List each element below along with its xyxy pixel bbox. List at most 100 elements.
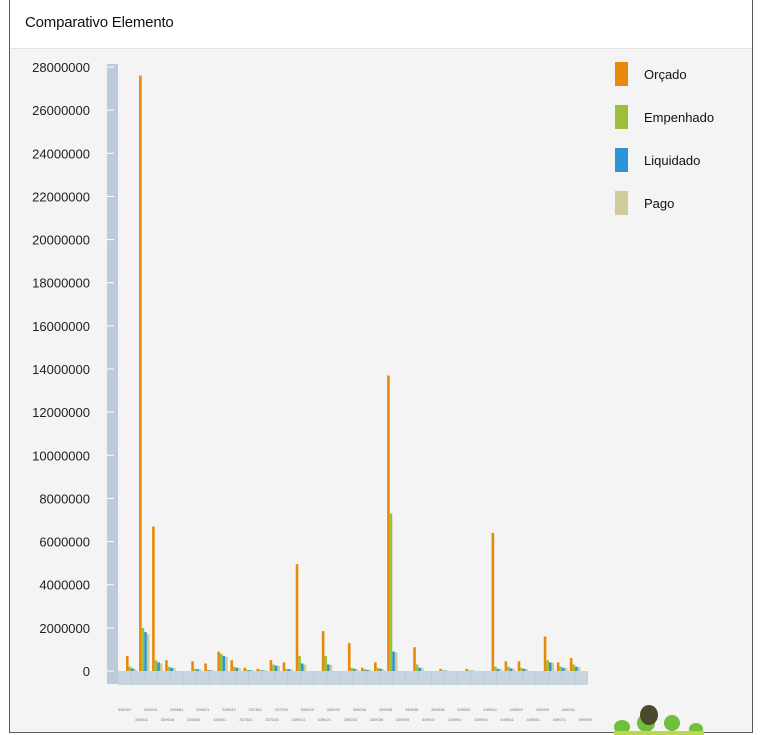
bar-orado-339001 (126, 655, 129, 671)
x-floor-tile (562, 671, 575, 685)
bar-empenhado-449090 (546, 660, 549, 671)
legend-swatch (615, 105, 628, 129)
bar-liquidado-339082 (196, 669, 200, 671)
y-tick-label: 16000000 (32, 319, 90, 334)
bar-liquidado-337335 (274, 665, 278, 671)
x-tick-label: 339047 (422, 717, 436, 722)
bar-empenhado-339014 (298, 655, 301, 671)
x-tick-label: 999999 (579, 717, 593, 722)
x-floor-tile (405, 671, 418, 685)
x-tick-label: 339016 (161, 717, 175, 722)
bar-pago-337335 (277, 666, 281, 671)
x-floor-tile (523, 671, 536, 685)
x-floor-tile (457, 671, 470, 685)
x-floor-tile (471, 671, 484, 685)
bar-liquidado-449042 (496, 668, 500, 671)
bar-orado-339016 (165, 660, 168, 671)
y-tick-label: 6000000 (39, 535, 90, 550)
bar-liquidado-339014 (300, 663, 304, 671)
y-tick-label: 28000000 (32, 60, 90, 75)
legend-swatch (615, 148, 628, 172)
x-tick-label: 449090 (536, 707, 550, 712)
bar-pago-449090 (551, 662, 555, 671)
bar-pago-337332 (264, 670, 267, 671)
y-tick-label: 22000000 (32, 189, 90, 204)
chart-panel: Comparativo Elemento 0 2000000 4000000 6000… (9, 0, 753, 733)
x-tick-label: 339082 (187, 717, 201, 722)
bar-pago-339041 (225, 656, 228, 671)
x-floor-tile (392, 671, 405, 685)
x-floor-tile (327, 671, 340, 685)
bar-empenhado-339043 (233, 666, 236, 671)
x-tick-label: 339021 (318, 717, 332, 722)
bar-liquidado-449071 (562, 667, 565, 671)
x-tick-label: 337339 (275, 707, 289, 712)
x-floor-tile (288, 671, 301, 685)
bar-empenhado-339041 (219, 653, 223, 671)
x-tick-label: 449071 (553, 717, 567, 722)
x-tick-label: 339092 (457, 707, 471, 712)
bar-empenhado-449071 (559, 666, 563, 671)
bar-pago-449051 (512, 668, 516, 671)
x-floor-tile (379, 671, 392, 685)
x-tick-label: 339048 (431, 707, 445, 712)
bar-orado-337341 (243, 667, 247, 671)
chart-title: Comparativo Elemento (25, 14, 174, 31)
bar-liquidado-339015 (157, 662, 160, 671)
x-tick-label: 339034 (353, 707, 367, 712)
y-tick-label: 26000000 (32, 103, 90, 118)
bar-empenhado-337332 (259, 669, 262, 671)
x-floor-tile (497, 671, 510, 685)
bar-orado-449042 (491, 532, 495, 671)
legend-label: Orçado (644, 67, 687, 82)
bar-pago-339034 (368, 670, 372, 671)
x-floor-tile (236, 671, 249, 685)
bar-liquidado-449090 (548, 662, 552, 671)
bar-orado-337332 (256, 668, 260, 671)
bar-empenhado-339016 (167, 666, 171, 671)
bar-empenhado-449052 (520, 667, 523, 671)
x-floor-tile (431, 671, 444, 685)
bar-orado-449051 (504, 661, 508, 671)
bar-liquidado-337341 (248, 670, 252, 671)
x-floor-tile (536, 671, 549, 685)
bar-pago-339014 (303, 664, 307, 671)
bar-empenhado-449091 (572, 664, 576, 671)
bar-liquidado-339036 (392, 651, 395, 671)
legend-swatch (615, 62, 628, 86)
bar-pago-337339 (290, 669, 294, 671)
bar-liquidado-339035 (379, 668, 382, 671)
bar-empenhado-339034 (363, 669, 367, 671)
y-tick-label: 0 (83, 664, 90, 679)
bar-empenhado-339082 (193, 668, 197, 671)
x-tick-label: 339043 (222, 707, 236, 712)
legend-label: Pago (644, 196, 674, 211)
bar-empenhado-339035 (376, 667, 380, 671)
bar-orado-339092 (465, 668, 469, 671)
bar-pago-339001 (133, 668, 137, 671)
x-floor-tile (196, 671, 209, 685)
bar-empenhado-339021 (324, 655, 328, 671)
bar-orado-337335 (269, 660, 273, 671)
bar-liquidado-449091 (575, 666, 578, 671)
bar-empenhado-337335 (272, 664, 275, 671)
bar-orado-339011 (139, 75, 142, 672)
x-tick-label: 339032 (327, 707, 341, 712)
bar-orado-339033 (347, 642, 351, 671)
bar-orado-339015 (152, 526, 155, 671)
x-floor-tile (170, 671, 183, 685)
bar-orado-449090 (543, 636, 547, 671)
x-floor-tile (510, 671, 523, 685)
bar-empenhado-339033 (350, 667, 354, 671)
x-floor-tile (144, 671, 157, 685)
bar-liquidado-337339 (287, 669, 291, 671)
bar-orado-337339 (282, 662, 286, 671)
x-tick-label: 339015 (144, 707, 158, 712)
mascot-logo-icon (614, 705, 704, 735)
x-floor-tile (549, 671, 562, 685)
bar-orado-449052 (517, 661, 521, 671)
bar-empenhado-339021 (206, 669, 210, 671)
bar-pago-339035 (381, 669, 385, 671)
bar-liquidado-339011 (144, 632, 147, 671)
bar-pago-339015 (159, 663, 163, 671)
